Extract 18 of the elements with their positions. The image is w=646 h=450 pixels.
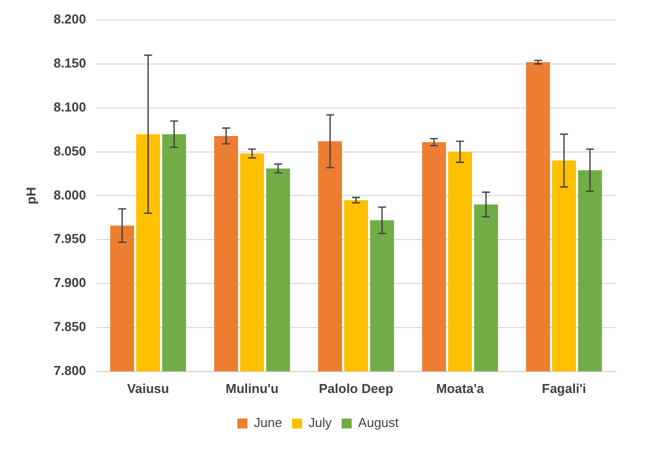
y-tick-label: 7.900 [54, 275, 86, 290]
x-tick-label: Moata'a [436, 380, 485, 396]
y-tick-label: 7.800 [54, 362, 86, 378]
x-tick-label: Palolo Deep [318, 380, 394, 396]
legend-label: June [254, 415, 282, 430]
x-tick-label: Mulinu'u [226, 380, 279, 396]
y-tick-label: 7.850 [54, 319, 86, 334]
y-tick-label: 7.950 [54, 231, 86, 246]
y-tick-label: 8.200 [54, 12, 86, 27]
x-tick-label: Fagali'i [542, 380, 586, 396]
legend-label: July [308, 415, 332, 430]
y-tick-label: 8.100 [54, 99, 86, 114]
x-tick-label: Vaiusu [127, 380, 170, 396]
y-tick-label: 8.000 [54, 187, 86, 202]
y-tick-label: 8.150 [54, 56, 86, 71]
legend-label: August [358, 415, 400, 430]
y-axis-title: pH [23, 187, 38, 204]
y-tick-label: 8.050 [54, 143, 86, 158]
